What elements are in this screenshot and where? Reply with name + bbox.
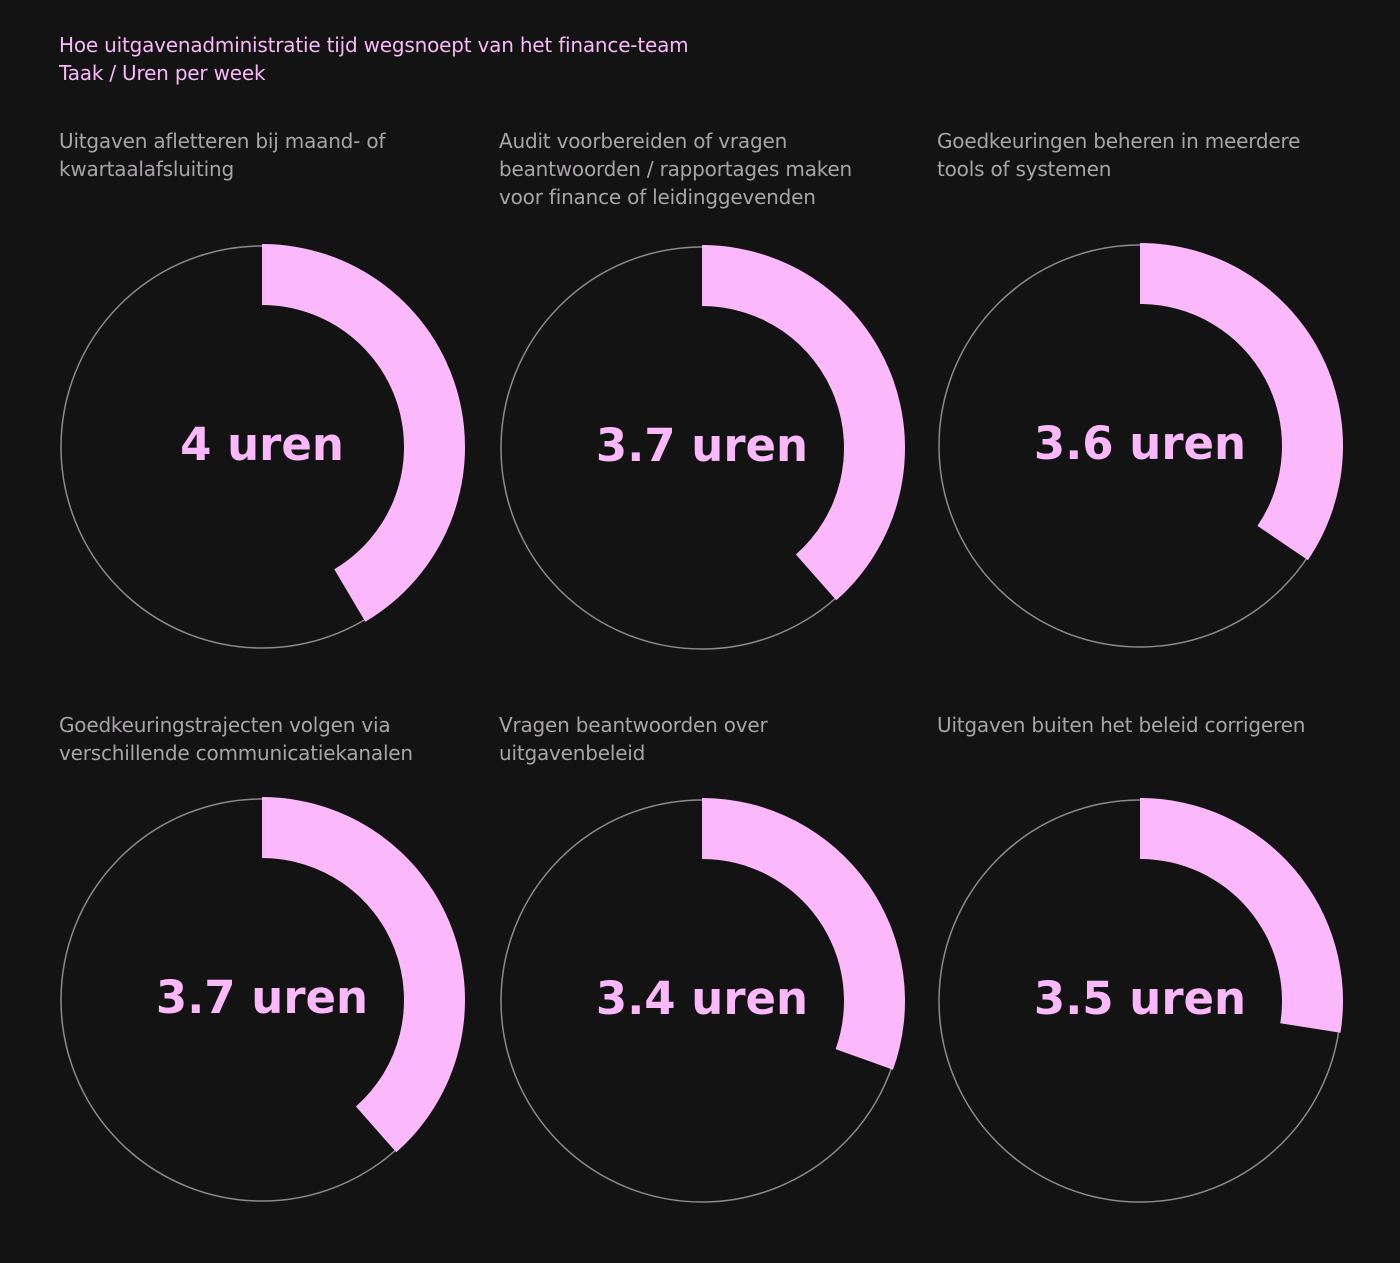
chart-title: Hoe uitgavenadministratie tijd wegsnoept… bbox=[59, 33, 689, 57]
chart-header: Hoe uitgavenadministratie tijd wegsnoept… bbox=[59, 31, 689, 87]
task-panel-1: Uitgaven afletteren bij maand- of kwarta… bbox=[59, 127, 469, 687]
chart-subtitle: Taak / Uren per week bbox=[59, 61, 266, 85]
task-panel-4: Goedkeuringstrajecten volgen via verschi… bbox=[59, 711, 469, 1263]
value-label: 3.4 uren bbox=[596, 972, 808, 1025]
task-label: Uitgaven afletteren bij maand- of kwarta… bbox=[59, 129, 386, 181]
donut-chart: 3.4 uren bbox=[500, 798, 905, 1203]
donut-chart: 3.6 uren bbox=[938, 243, 1344, 648]
task-panel-3: Goedkeuringen beheren in meerdere tools … bbox=[937, 127, 1347, 687]
task-label: Goedkeuringen beheren in meerdere tools … bbox=[937, 129, 1301, 181]
donut-arc bbox=[702, 798, 905, 1070]
donut-chart: 3.7 uren bbox=[60, 797, 466, 1202]
donut-arc bbox=[1140, 798, 1343, 1033]
donut-chart: 3.7 uren bbox=[500, 245, 906, 650]
donut-arc bbox=[1140, 243, 1344, 561]
task-label: Audit voorbereiden of vragen beantwoorde… bbox=[499, 129, 852, 209]
value-label: 4 uren bbox=[180, 418, 344, 471]
value-label: 3.7 uren bbox=[596, 419, 808, 472]
task-panel-6: Uitgaven buiten het beleid corrigeren 3.… bbox=[937, 711, 1347, 1263]
donut-chart: 3.5 uren bbox=[938, 798, 1343, 1203]
donut-arc bbox=[262, 244, 466, 622]
value-label: 3.7 uren bbox=[156, 971, 368, 1024]
value-label: 3.5 uren bbox=[1034, 972, 1246, 1025]
value-label: 3.6 uren bbox=[1034, 417, 1246, 470]
task-panel-5: Vragen beantwoorden over uitgavenbeleid … bbox=[499, 711, 909, 1263]
task-label: Vragen beantwoorden over uitgavenbeleid bbox=[499, 713, 768, 765]
task-panel-2: Audit voorbereiden of vragen beantwoorde… bbox=[499, 127, 909, 687]
task-label: Uitgaven buiten het beleid corrigeren bbox=[937, 713, 1306, 737]
donut-arc bbox=[262, 797, 466, 1153]
task-label: Goedkeuringstrajecten volgen via verschi… bbox=[59, 713, 413, 765]
donut-chart: 4 uren bbox=[60, 244, 466, 649]
donut-arc bbox=[702, 245, 906, 601]
